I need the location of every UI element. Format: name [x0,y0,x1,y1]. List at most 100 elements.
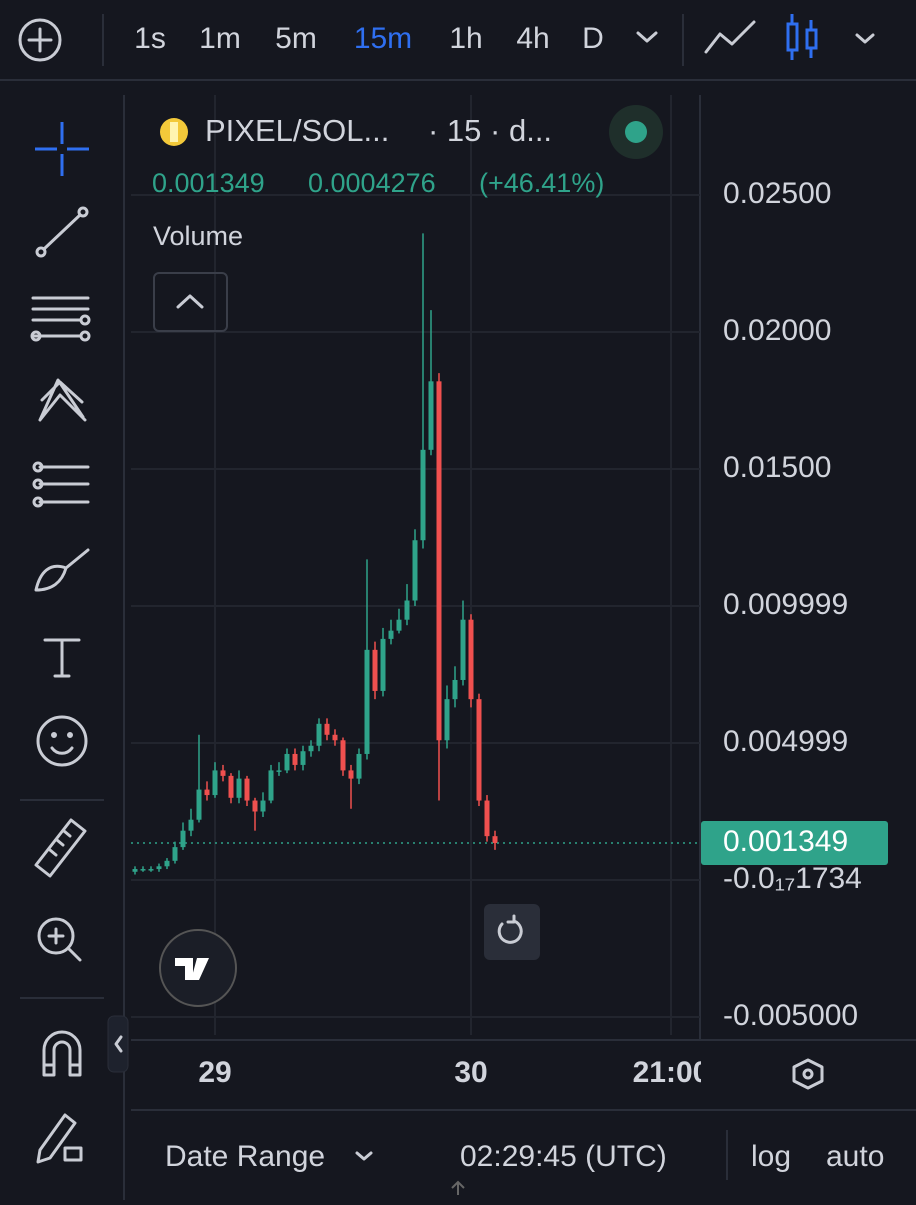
dropdown[interactable] [636,31,658,43]
collapse-legend[interactable] [153,272,228,332]
candle-body [460,619,466,680]
text-tool[interactable] [43,638,81,678]
status-dot [625,121,647,143]
candle-body [412,540,418,601]
date-range[interactable]: Date Range [165,1140,325,1173]
candle-body [444,699,450,741]
magnet-tool[interactable] [42,1030,82,1077]
crosshair-tool[interactable] [35,122,89,176]
candle-body [468,619,474,700]
candle-body [340,740,346,771]
candle-body [484,800,490,837]
dropdown[interactable] [855,33,875,44]
settings-icon [802,1068,814,1080]
candle-body [188,819,194,831]
candle-body [316,723,322,746]
candle-body [228,775,234,798]
add-button[interactable] [18,18,62,62]
x-tick-label: 30 [454,1056,487,1089]
y-tick-label: 0.004999 [723,725,848,758]
interval[interactable]: 15m [354,22,412,55]
price-axis: 0.02500 0.02000 0.01500 0.009999 0.004999 -0.… [723,177,862,1032]
candle-body [172,847,178,861]
collapse-handle[interactable] [107,1015,129,1073]
candle-body [388,630,394,639]
candle-body [476,699,482,801]
candle-body [292,753,298,765]
candle-body [132,869,138,872]
y-tick-label: 0.02500 [723,177,831,210]
interval[interactable]: 1s [134,22,166,55]
candle-body [300,751,306,765]
candle-body [252,800,258,812]
candle-body [380,638,386,691]
candle-chart-button[interactable] [786,14,818,60]
candle-body [348,770,354,779]
candle-body [428,381,434,450]
candle-body [180,830,186,848]
clock[interactable]: 02:29:45 (UTC) [460,1140,667,1173]
reset-icon [497,914,523,944]
price-label: 0.001349 [723,825,848,858]
scroll-indicator [451,1180,465,1195]
candle-body [324,723,330,735]
interval[interactable]: 5m [275,22,317,55]
log-toggle[interactable]: log [751,1140,791,1173]
trend-line-tool[interactable] [35,206,89,258]
candle-body [452,679,458,700]
y-tick-label: -0.005000 [723,999,858,1032]
candle-body [212,770,218,796]
candle-body [276,770,282,772]
emoji-tool[interactable] [36,715,88,767]
interval[interactable]: 4h [516,22,549,55]
candle-body [156,866,162,870]
candle-body [244,778,250,801]
collapse-icon [114,1035,123,1053]
candle-body [236,778,242,798]
y-tick-label: 0.01500 [723,451,831,484]
x-tick-label: 29 [198,1056,231,1089]
parallel-lines-tool[interactable] [30,296,91,342]
reset-button[interactable] [484,904,540,960]
candle-body [220,770,226,776]
brush-tool[interactable] [34,548,90,592]
top-bar [0,0,916,80]
candle-body [148,869,154,871]
candle-body [420,449,426,541]
candle-body [204,789,210,796]
change-pct: (+46.41%) [479,168,604,198]
candle-body [404,600,410,620]
change: 0.0004276 [308,168,436,198]
line-chart-button[interactable] [704,20,756,54]
interval[interactable]: 1h [449,22,482,55]
grid [131,95,700,1035]
candle-body [364,649,370,754]
candle-body [492,836,498,844]
candle-body [396,619,402,631]
volume-label: Volume [153,221,243,251]
candle-body [140,869,146,871]
lock-tool[interactable] [36,1113,83,1164]
auto-toggle[interactable]: auto [826,1140,884,1173]
pattern-tool[interactable] [38,378,87,422]
symbol: PIXEL/SOL... [205,113,389,148]
x-tick-label: 21:00 [633,1056,710,1089]
interval[interactable]: D [582,22,604,55]
candle-body [268,770,274,801]
candle-body [284,753,290,771]
candle-body [332,734,338,741]
ruler-tool[interactable] [34,818,87,878]
candle-body [164,860,170,867]
candle-body [372,649,378,691]
y-tick-label: 0.02000 [723,314,831,347]
candle-body [260,800,266,812]
logo-mark [175,958,209,980]
zoom-tool[interactable] [37,917,82,962]
settings-button[interactable] [792,1058,824,1090]
candle-body [436,381,442,741]
interval[interactable]: 1m [199,22,241,55]
dropdown [355,1151,373,1161]
candle-body [308,745,314,752]
fib-tool[interactable] [32,461,90,508]
chevron-up [176,294,204,309]
